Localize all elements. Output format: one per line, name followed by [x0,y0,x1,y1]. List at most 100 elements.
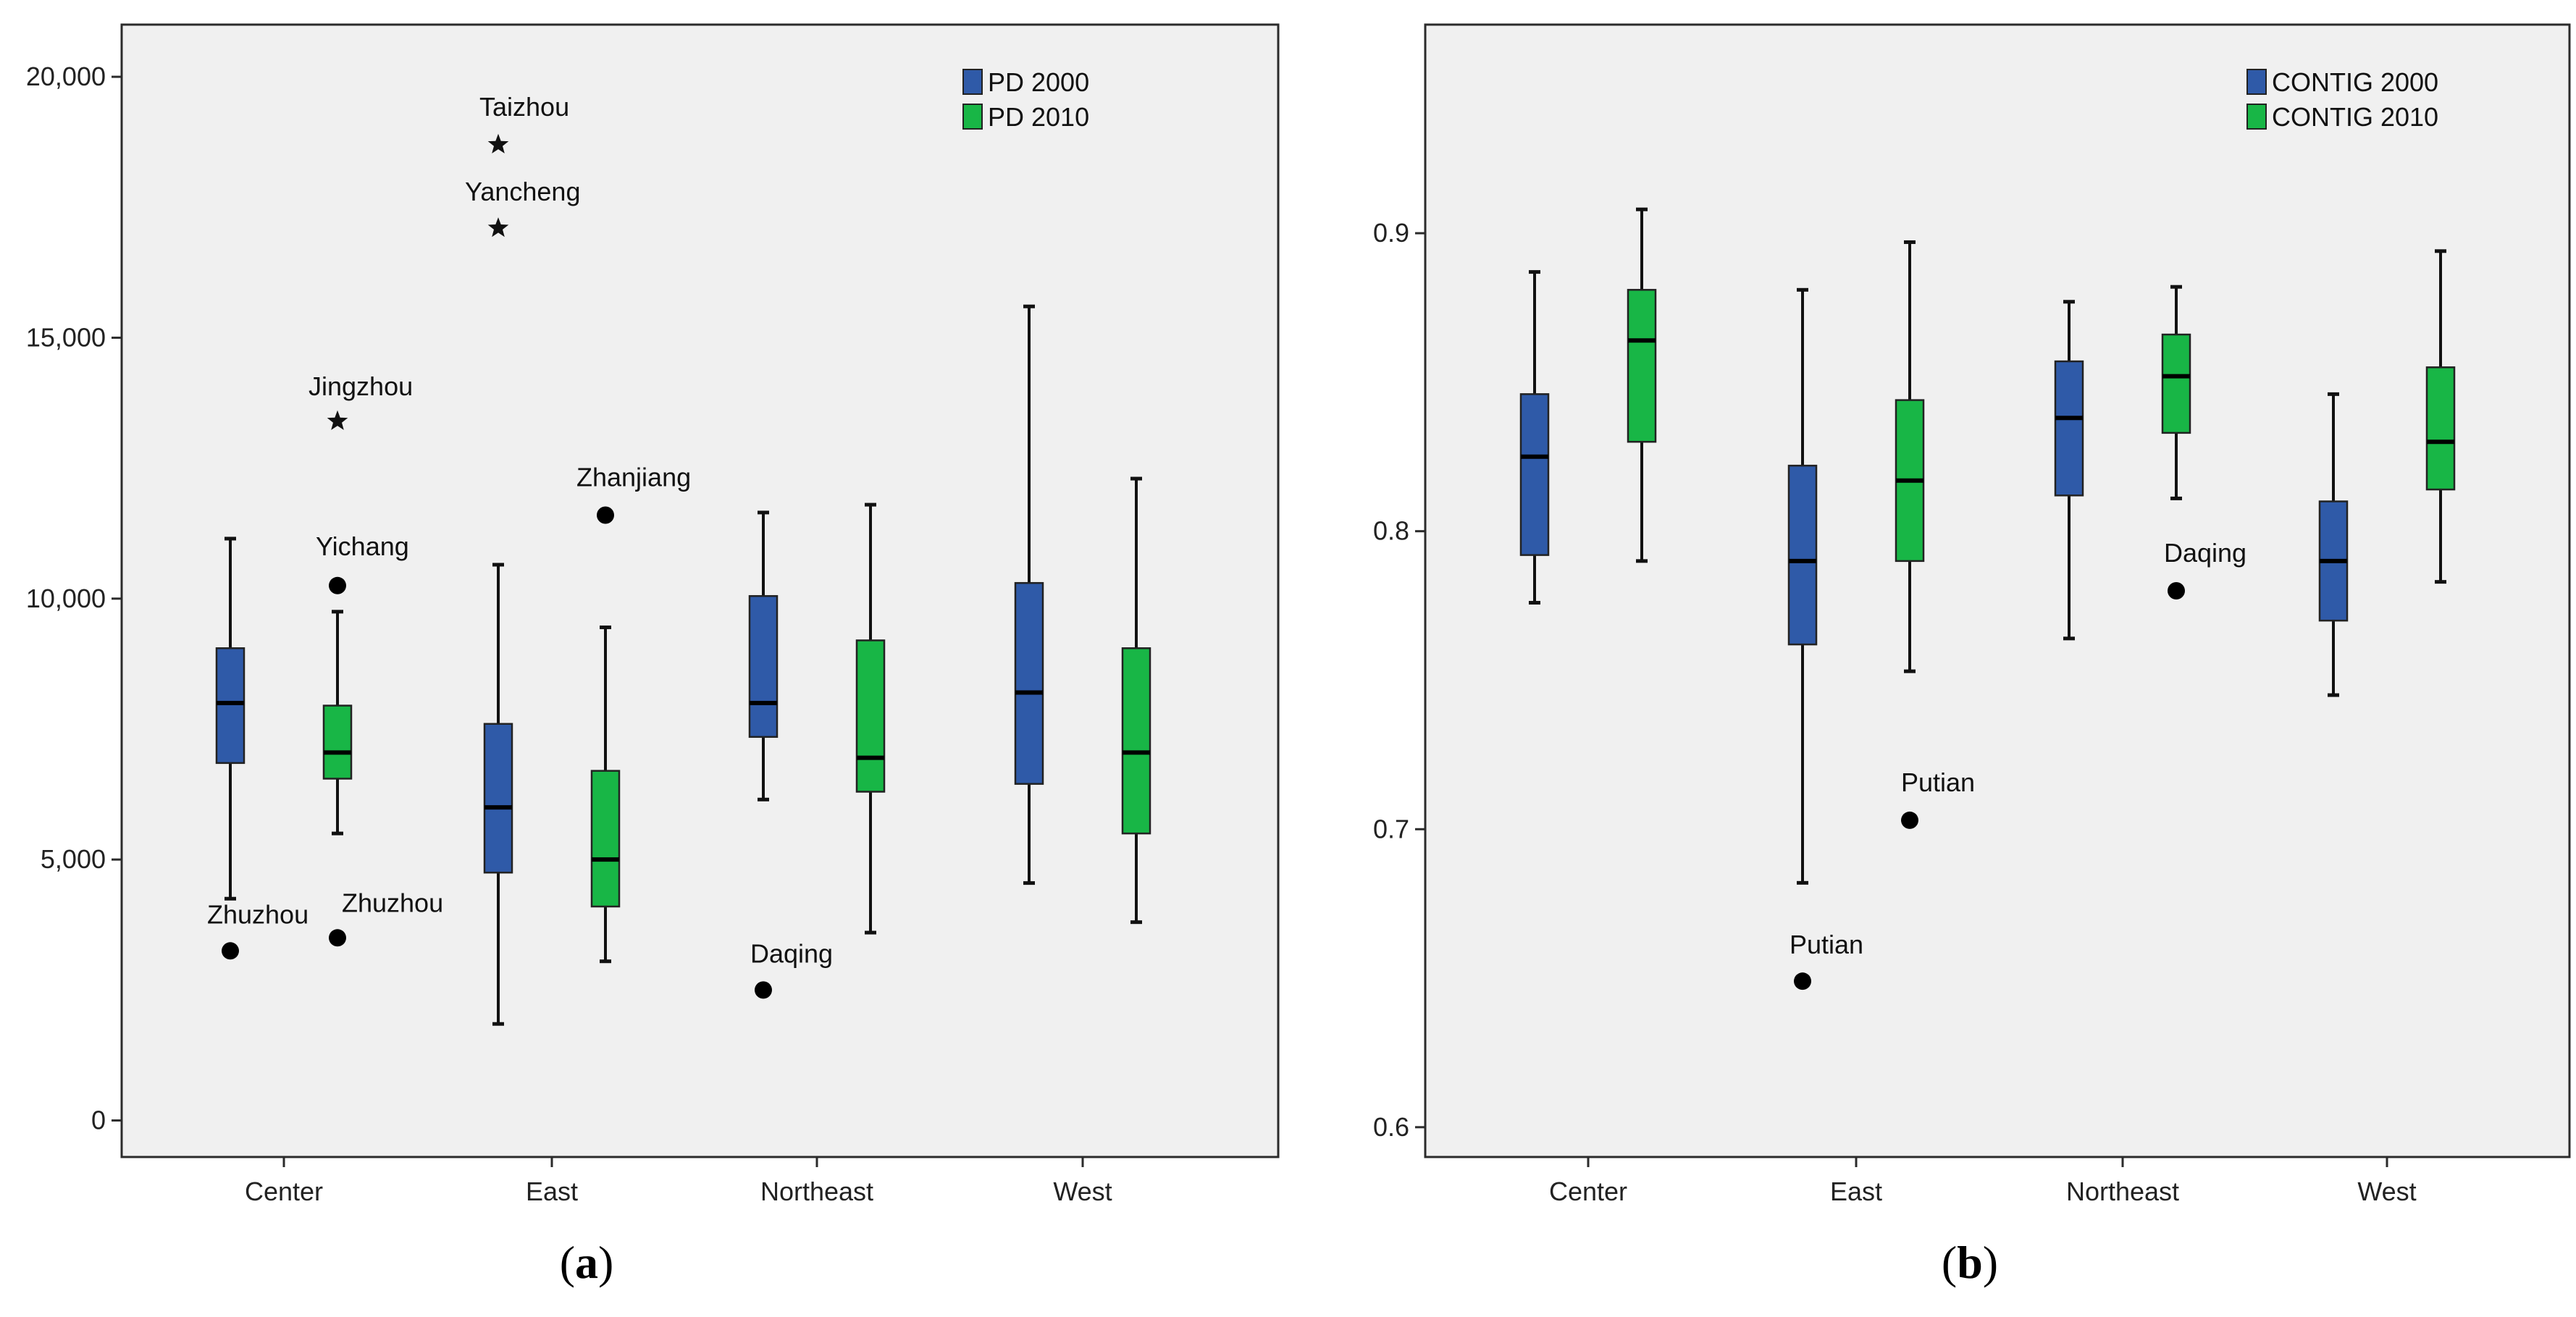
box-iqr [483,723,513,874]
legend-swatch [2246,69,2267,95]
plot-area [120,23,1280,1158]
outlier-putian: Putian [1901,767,1975,829]
outlier-label: Daqing [2164,538,2246,568]
panel-label-letter: b [1957,1237,1983,1288]
legend-label: CONTIG 2000 [2272,67,2438,97]
legend: PD 2000 PD 2010 [962,67,1089,132]
y-tick-label: 0.6 [1373,1112,1409,1142]
panel-label: (b) [1942,1237,1998,1288]
x-tick-label-center: Center [1549,1177,1627,1206]
box-iqr [2054,360,2084,497]
outlier-taizhou: Taizhou [479,92,569,153]
panel-label-letter: a [575,1237,598,1288]
legend-swatch [2246,104,2267,130]
outlier-zhuzhou: Zhuzhou [207,899,309,960]
box-west-s1 [2425,249,2456,584]
box-iqr [1787,464,1818,646]
y-tick-label: 0.7 [1373,814,1409,843]
box-iqr [1121,647,1151,835]
outlier-label: Zhuzhou [342,888,443,917]
outlier-label: Zhuzhou [207,899,309,929]
x-tick-label-west: West [1053,1177,1112,1206]
y-tick-label: 0.9 [1373,218,1409,248]
box-west-s0 [1014,304,1044,885]
outlier-label: Daqing [750,938,833,968]
box-northeast-s0 [748,510,779,801]
box-iqr [590,770,621,908]
outlier-label: Zhanjiang [576,462,691,492]
box-iqr [215,647,246,765]
box-iqr [748,594,779,739]
outlier-star-marker [487,133,509,153]
legend-label: PD 2010 [988,102,1089,132]
box-northeast-s1 [855,502,886,935]
box-northeast-s0 [2054,300,2084,641]
box-iqr [2425,366,2456,491]
legend-swatch [962,69,983,95]
y-tick-label: 20,000 [26,62,106,91]
panel-a: 0 5,000 10,000 15,000 20,000 Center East Northe… [26,23,1280,1288]
box-iqr [1014,581,1044,785]
legend-label: CONTIG 2010 [2272,102,2438,132]
outlier-point [329,576,346,594]
panel-label: (a) [560,1237,614,1288]
x-tick-label-east: East [526,1177,578,1206]
outlier-point [1794,972,1811,990]
x-tick-label-northeast: Northeast [2066,1177,2179,1206]
y-tick-label: 15,000 [26,322,106,352]
outlier-point [222,942,239,960]
outlier-point [755,981,772,999]
x-tick-label-east: East [1830,1177,1882,1206]
box-center-s0 [215,537,246,901]
y-tick-label: 10,000 [26,584,106,613]
legend-swatch [962,104,983,130]
plot-area [1424,23,2571,1158]
outlier-label: Taizhou [479,92,569,122]
outlier-point [597,506,614,524]
box-west-s0 [2318,392,2349,697]
y-tick-label: 0.8 [1373,516,1409,546]
legend: CONTIG 2000 CONTIG 2010 [2246,67,2438,132]
outlier-label: Putian [1901,767,1975,797]
y-tick-label: 0 [91,1106,106,1135]
box-iqr [1627,289,1657,443]
box-iqr [2161,333,2191,434]
outlier-point [329,929,346,947]
box-center-s1 [1627,207,1657,563]
outlier-star-marker [487,217,509,237]
box-east-s0 [483,563,513,1026]
outlier-point [1901,811,1918,829]
box-east-s0 [1787,287,1818,885]
panel-label-open: ( [560,1237,575,1288]
box-iqr [322,704,353,780]
panel-label-open: ( [1942,1237,1957,1288]
box-northeast-s1 [2161,285,2191,500]
outlier-yichang: Yichang [316,531,409,594]
outlier-point [2168,582,2185,599]
outlier-daqing: Daqing [750,938,833,999]
outlier-label: Yichang [316,531,409,561]
outlier-label: Jingzhou [309,371,413,401]
outlier-zhanjiang: Zhanjiang [576,462,691,524]
panel-label-close: ) [1983,1237,1998,1288]
box-center-s0 [1519,270,1550,605]
x-tick-label-center: Center [245,1177,323,1206]
y-tick-label: 5,000 [41,844,106,874]
box-iqr [855,639,886,793]
outlier-star-marker [327,410,348,430]
panel-label-close: ) [598,1237,613,1288]
panel-b: 0.6 0.7 0.8 0.9 Center East Northeast West Putia… [1373,23,2571,1288]
legend-label: PD 2000 [988,67,1089,97]
box-east-s1 [1895,240,1925,673]
x-tick-label-west: West [2357,1177,2416,1206]
outlier-daqing: Daqing [2164,538,2246,599]
outlier-zhuzhou: Zhuzhou [329,888,443,947]
outlier-jingzhou: Jingzhou [309,371,413,430]
box-iqr [1519,393,1550,556]
box-west-s1 [1121,476,1151,925]
outlier-yancheng: Yancheng [465,177,580,237]
box-east-s1 [590,625,621,964]
outlier-label: Putian [1790,930,1863,959]
x-tick-label-northeast: Northeast [760,1177,873,1206]
